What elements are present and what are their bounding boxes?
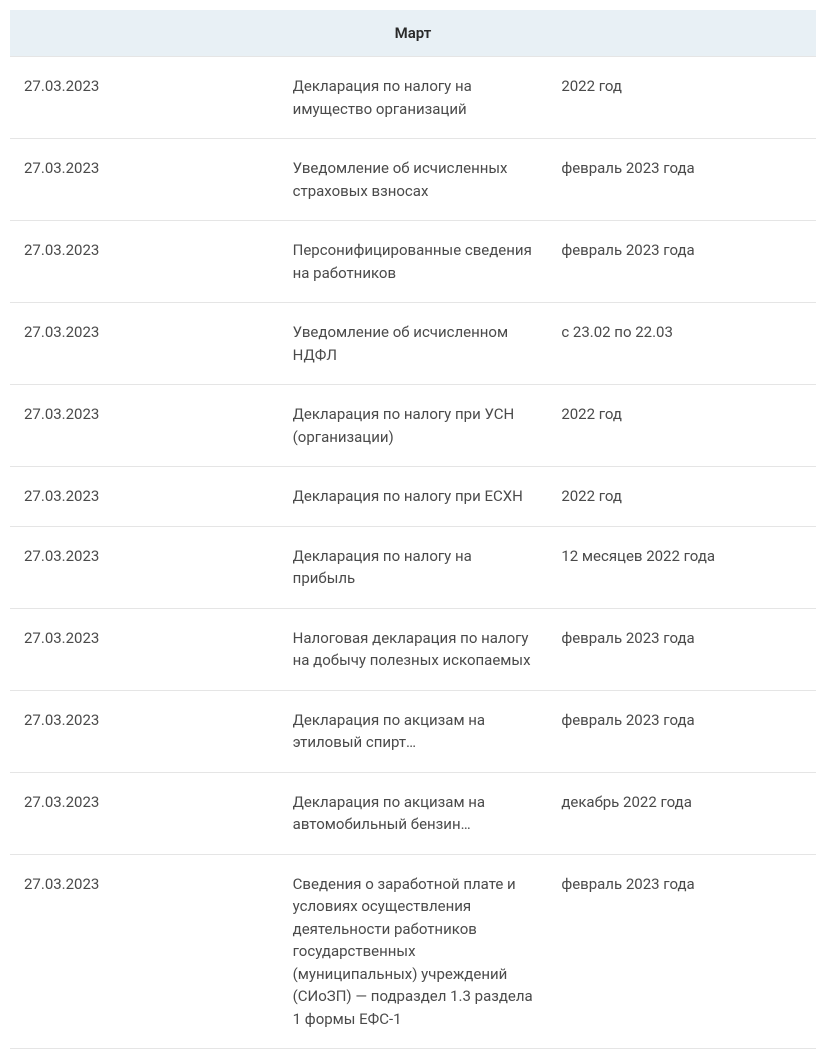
date-cell: 27.03.2023 xyxy=(10,526,279,608)
date-cell: 27.03.2023 xyxy=(10,303,279,385)
description-cell: Уведомление об исчисленных страховых взн… xyxy=(279,139,548,221)
description-cell: Декларация по акцизам на автомобильный б… xyxy=(279,772,548,854)
schedule-table: Март 27.03.2023 Декларация по налогу на … xyxy=(10,10,816,1049)
table-row: 27.03.2023 Уведомление об исчисленных ст… xyxy=(10,139,816,221)
date-cell: 27.03.2023 xyxy=(10,690,279,772)
period-cell: 12 месяцев 2022 года xyxy=(547,526,816,608)
date-cell: 27.03.2023 xyxy=(10,385,279,467)
date-cell: 27.03.2023 xyxy=(10,772,279,854)
month-header: Март xyxy=(10,10,816,57)
table-header-row: Март xyxy=(10,10,816,57)
description-cell: Декларация по акцизам на этиловый спирт… xyxy=(279,690,548,772)
period-cell: 2022 год xyxy=(547,57,816,139)
description-cell: Налоговая декларация по налогу на добычу… xyxy=(279,608,548,690)
period-cell: 2022 год xyxy=(547,385,816,467)
date-cell: 27.03.2023 xyxy=(10,221,279,303)
description-cell: Сведения о заработной плате и условиях о… xyxy=(279,854,548,1049)
table-row: 27.03.2023 Декларация по акцизам на этил… xyxy=(10,690,816,772)
date-cell: 27.03.2023 xyxy=(10,139,279,221)
table-row: 27.03.2023 Персонифицированные сведения … xyxy=(10,221,816,303)
description-cell: Уведомление об исчисленном НДФЛ xyxy=(279,303,548,385)
table-row: 27.03.2023 Декларация по акцизам на авто… xyxy=(10,772,816,854)
description-cell: Декларация по налогу на прибыль xyxy=(279,526,548,608)
period-cell: февраль 2023 года xyxy=(547,690,816,772)
period-cell: февраль 2023 года xyxy=(547,221,816,303)
period-cell: с 23.02 по 22.03 xyxy=(547,303,816,385)
period-cell: февраль 2023 года xyxy=(547,608,816,690)
date-cell: 27.03.2023 xyxy=(10,57,279,139)
table-row: 27.03.2023 Декларация по налогу при ЕСХН… xyxy=(10,467,816,527)
description-cell: Декларация по налогу при ЕСХН xyxy=(279,467,548,527)
period-cell: февраль 2023 года xyxy=(547,854,816,1049)
description-cell: Декларация по налогу на имущество органи… xyxy=(279,57,548,139)
table-row: 27.03.2023 Декларация по налогу на прибы… xyxy=(10,526,816,608)
date-cell: 27.03.2023 xyxy=(10,608,279,690)
table-row: 27.03.2023 Декларация по налогу при УСН … xyxy=(10,385,816,467)
table-row: 27.03.2023 Налоговая декларация по налог… xyxy=(10,608,816,690)
period-cell: февраль 2023 года xyxy=(547,139,816,221)
date-cell: 27.03.2023 xyxy=(10,854,279,1049)
table-row: 27.03.2023 Уведомление об исчисленном НД… xyxy=(10,303,816,385)
table-row: 27.03.2023 Декларация по налогу на имуще… xyxy=(10,57,816,139)
table-body: 27.03.2023 Декларация по налогу на имуще… xyxy=(10,57,816,1049)
description-cell: Персонифицированные сведения на работник… xyxy=(279,221,548,303)
period-cell: 2022 год xyxy=(547,467,816,527)
date-cell: 27.03.2023 xyxy=(10,467,279,527)
period-cell: декабрь 2022 года xyxy=(547,772,816,854)
table-row: 27.03.2023 Сведения о заработной плате и… xyxy=(10,854,816,1049)
description-cell: Декларация по налогу при УСН (организаци… xyxy=(279,385,548,467)
